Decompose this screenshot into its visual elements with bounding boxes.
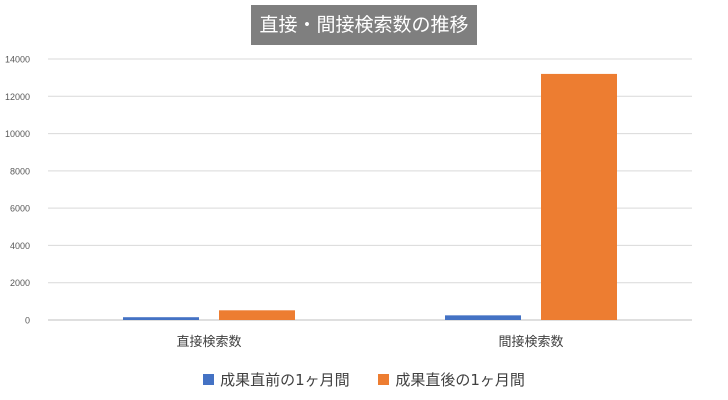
chart-title: 直接・間接検索数の推移 [251,5,477,45]
legend-item-after: 成果直後の1ヶ月間 [378,369,525,390]
legend: 成果直前の1ヶ月間 成果直後の1ヶ月間 [0,369,728,390]
bar [219,310,295,320]
legend-label-before: 成果直前の1ヶ月間 [220,371,350,389]
bar [541,73,617,321]
y-tick-label: 2000 [10,278,30,288]
y-tick-label: 0 [25,316,30,326]
y-tick-label: 4000 [10,241,30,251]
x-tick-label: 直接検索数 [176,334,241,350]
y-tick-label: 8000 [10,166,30,176]
y-tick-label: 14000 [5,55,30,65]
legend-item-before: 成果直前の1ヶ月間 [203,369,350,390]
bar [445,315,521,320]
y-tick-label: 6000 [10,204,30,214]
legend-label-after: 成果直後の1ヶ月間 [395,371,525,389]
y-tick-label: 12000 [5,92,30,102]
bar [123,317,199,320]
legend-swatch-before [203,374,215,385]
x-tick-label: 間接検索数 [498,334,563,350]
y-tick-label: 10000 [5,129,30,139]
legend-swatch-after [378,374,390,385]
